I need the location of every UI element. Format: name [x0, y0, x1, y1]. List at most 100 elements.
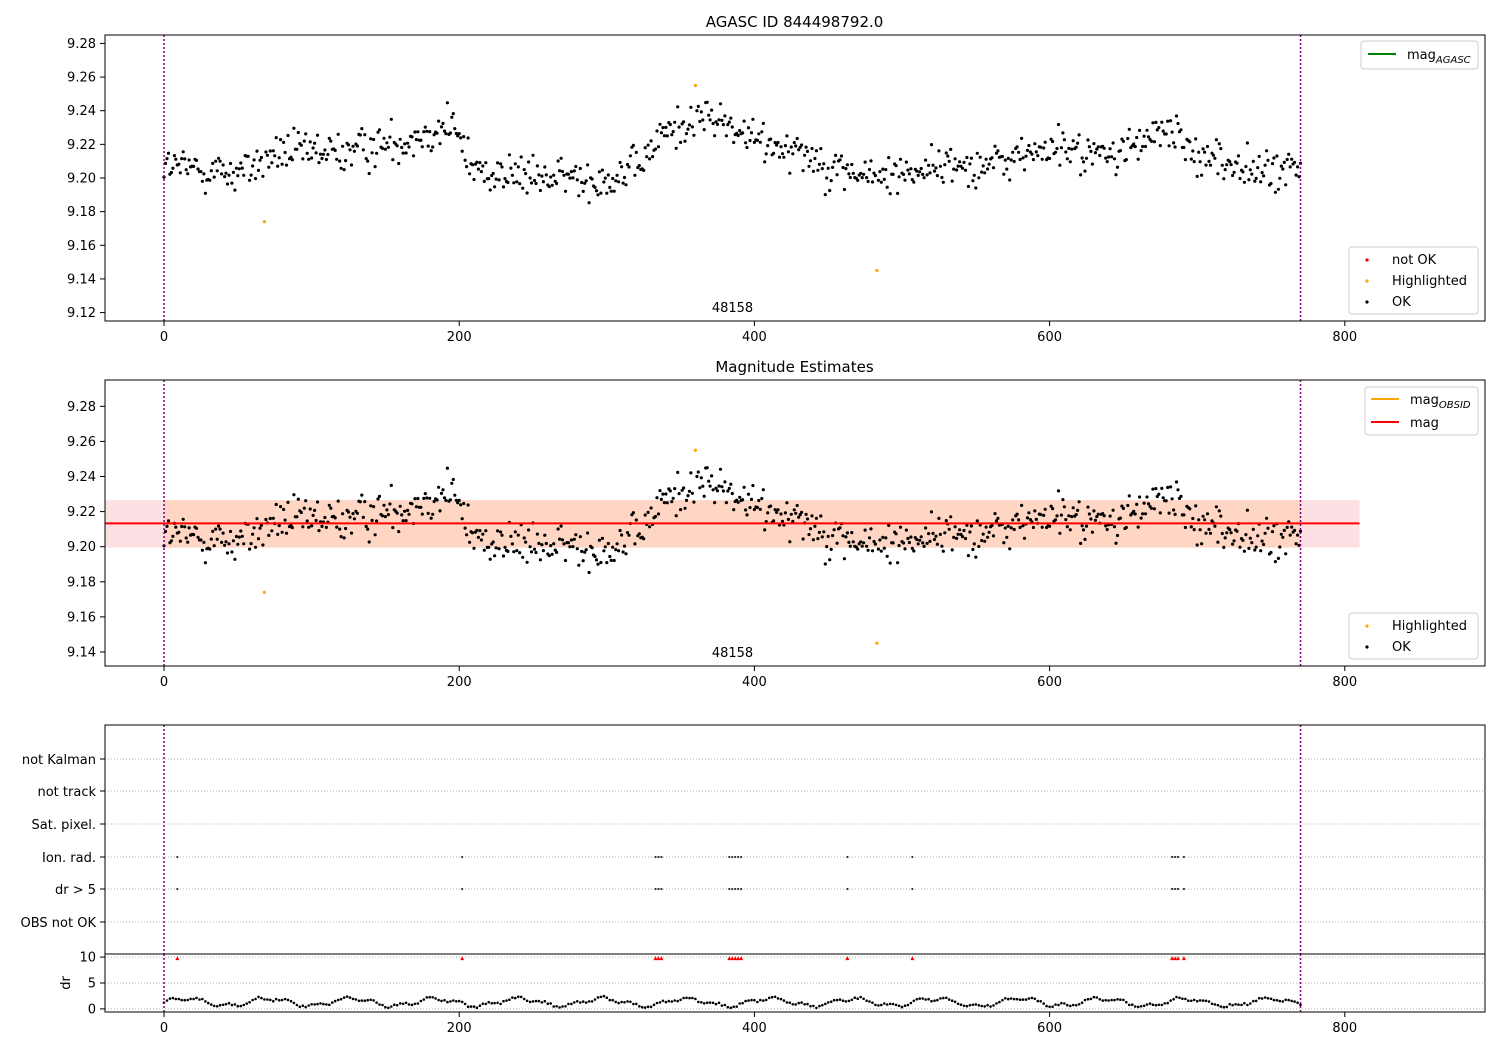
mag-ok-point-374	[717, 484, 721, 488]
agasc-ok-point-197	[454, 131, 458, 136]
mag-ok-point-647	[1121, 506, 1125, 510]
agasc-ok-point-515	[927, 163, 931, 167]
agasc-ok-point-416	[779, 145, 783, 149]
mag-ok-point-629	[1095, 515, 1099, 519]
dr-point-532	[947, 998, 951, 1001]
flag-point-4-8	[737, 887, 740, 891]
mag-ok-point-484	[881, 535, 885, 540]
mag-ok-point-95	[304, 499, 308, 503]
agasc-obsid-annotation: 48158	[712, 301, 753, 316]
mag-xtick-label-1: 200	[447, 675, 472, 690]
mag-ok-point-680	[1170, 497, 1174, 501]
agasc-ok-point-721	[1231, 173, 1235, 178]
agasc-ok-point-430	[800, 143, 804, 147]
dr-point-410	[767, 996, 771, 1000]
mag-ok-point-108	[323, 515, 327, 520]
agasc-ok-point-753	[1278, 176, 1282, 180]
mag-ok-point-439	[813, 524, 817, 528]
mag-ok-point-709	[1213, 524, 1217, 528]
agasc-ok-point-118	[338, 159, 342, 163]
mag-ok-point-199	[457, 498, 461, 502]
agasc-ok-point-101	[313, 141, 317, 145]
agasc-ok-point-173	[419, 138, 423, 142]
mag-ok-point-496	[898, 525, 903, 529]
agasc-ok-point-80	[282, 140, 286, 144]
dr-point-436	[806, 1002, 809, 1006]
agasc-ok-point-265	[555, 181, 559, 186]
legend-marker-highlighted-2	[1365, 624, 1369, 628]
dr-point-646	[1116, 998, 1119, 1001]
agasc-ok-point-28	[203, 191, 207, 195]
mag-ok-point-125	[348, 515, 352, 519]
dr-point-600	[1048, 1005, 1051, 1009]
agasc-ok-point-158	[397, 161, 401, 166]
dr-point-480	[871, 1001, 874, 1004]
agasc-ok-point-212	[476, 167, 480, 171]
mag-ok-point-2	[165, 524, 169, 529]
agasc-ok-point-14	[183, 157, 187, 161]
agasc-ok-point-489	[888, 192, 892, 196]
mag-ok-point-674	[1161, 496, 1165, 500]
mag-ok-point-150	[385, 508, 389, 512]
agasc-ok-point-500	[904, 160, 909, 164]
mag-ok-point-572	[1011, 518, 1015, 522]
agasc-ok-point-694	[1191, 149, 1195, 153]
agasc-ok-point-333	[655, 129, 659, 133]
dr-point-318	[632, 1002, 635, 1006]
agasc-ok-point-289	[590, 177, 594, 181]
agasc-ok-point-736	[1253, 179, 1257, 183]
dr-point-306	[614, 1000, 617, 1004]
agasc-ok-point-763	[1293, 160, 1297, 164]
mag-ok-point-524	[940, 544, 944, 548]
mag-ok-point-454	[835, 541, 839, 545]
agasc-ok-point-459	[842, 187, 847, 192]
agasc-ok-point-102	[314, 151, 318, 155]
mag-ok-point-282	[580, 549, 584, 554]
mag-ok-point-363	[701, 484, 705, 488]
agasc-ok-point-548	[975, 151, 979, 155]
mag-ok-point-310	[621, 550, 625, 554]
dr-point-294	[596, 996, 600, 999]
dr-point-660	[1136, 1005, 1140, 1009]
agasc-ok-point-499	[903, 178, 907, 182]
mag-ok-point-527	[944, 519, 948, 523]
dr-point-272	[564, 1005, 567, 1008]
agasc-ok-point-330	[651, 155, 655, 159]
dr-point-466	[850, 998, 854, 1002]
mag-ok-point-567	[1003, 526, 1007, 530]
agasc-ok-point-605	[1059, 146, 1063, 150]
dr-marker-3	[656, 956, 661, 961]
agasc-ok-point-480	[873, 174, 878, 178]
mag-ok-point-296	[600, 536, 605, 541]
mag-ok-point-721	[1231, 542, 1235, 546]
dr-point-276	[570, 1002, 573, 1006]
agasc-ok-point-394	[746, 126, 751, 130]
dr-ytick-label-1: 5	[88, 977, 96, 992]
mag-ok-point-291	[593, 554, 597, 559]
mag-ok-point-46	[230, 550, 234, 554]
mag-ok-point-428	[797, 515, 801, 519]
mag-ok-point-289	[590, 546, 594, 550]
mag-ok-point-182	[432, 499, 436, 504]
mag-ok-point-615	[1074, 513, 1078, 517]
agasc-ok-point-285	[584, 179, 588, 183]
mag-ok-point-678	[1167, 511, 1171, 515]
dr-point-468	[853, 996, 857, 999]
dr-point-598	[1045, 1004, 1048, 1008]
legend-label-not-ok: not OK	[1392, 253, 1437, 268]
dr-point-232	[505, 999, 508, 1002]
agasc-ok-point-700	[1200, 173, 1204, 177]
agasc-ok-point-760	[1288, 165, 1292, 169]
dr-point-38	[218, 1003, 222, 1007]
mag-ok-point-510	[919, 535, 923, 539]
mag-ok-point-748	[1270, 530, 1275, 534]
mag-ok-point-273	[566, 541, 571, 545]
agasc-ok-point-591	[1039, 145, 1043, 149]
magnitude-y-axis: 9.149.169.189.209.229.249.269.28	[67, 400, 105, 660]
agasc-ok-point-260	[547, 185, 551, 189]
mag-ok-point-588	[1034, 517, 1038, 522]
mag-ok-point-278	[574, 533, 578, 537]
mag-ok-point-79	[280, 530, 284, 534]
mag-ok-point-471	[860, 544, 864, 548]
dr-point-734	[1246, 1003, 1249, 1007]
